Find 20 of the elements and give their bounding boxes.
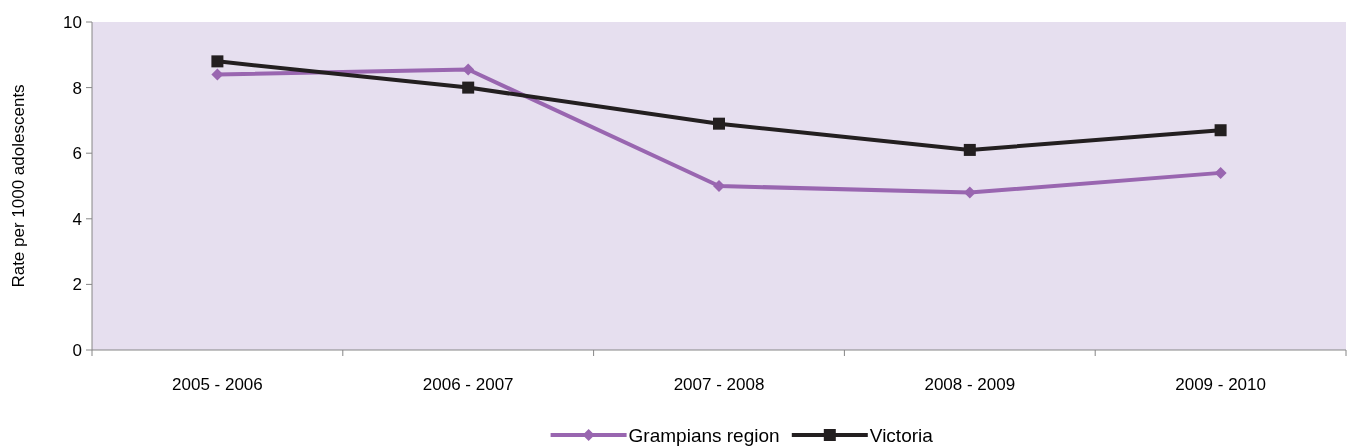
point bbox=[1214, 124, 1227, 137]
x-tick-label: 2005 - 2006 bbox=[172, 375, 263, 394]
point bbox=[462, 81, 475, 94]
y-tick-label: 0 bbox=[72, 340, 82, 360]
y-tick-label: 10 bbox=[63, 12, 82, 32]
x-tick-label: 2006 - 2007 bbox=[422, 375, 514, 394]
y-tick-label: 8 bbox=[72, 78, 82, 98]
legend-label: Grampians region bbox=[628, 424, 780, 446]
point bbox=[713, 180, 725, 192]
point bbox=[963, 143, 976, 156]
y-axis-title: Rate per 1000 adolescents bbox=[9, 84, 28, 288]
x-tick-label: 2009 - 2010 bbox=[1175, 375, 1266, 394]
y-tick-label: 6 bbox=[72, 144, 82, 164]
point bbox=[713, 117, 725, 130]
x-tick-label: 2007 - 2008 bbox=[673, 375, 765, 394]
y-tick-label: 2 bbox=[72, 275, 82, 295]
point bbox=[211, 55, 224, 68]
y-tick-label: 4 bbox=[72, 209, 82, 229]
x-tick-label: 2008 - 2009 bbox=[924, 375, 1016, 394]
legend-label: Victoria bbox=[869, 424, 934, 446]
